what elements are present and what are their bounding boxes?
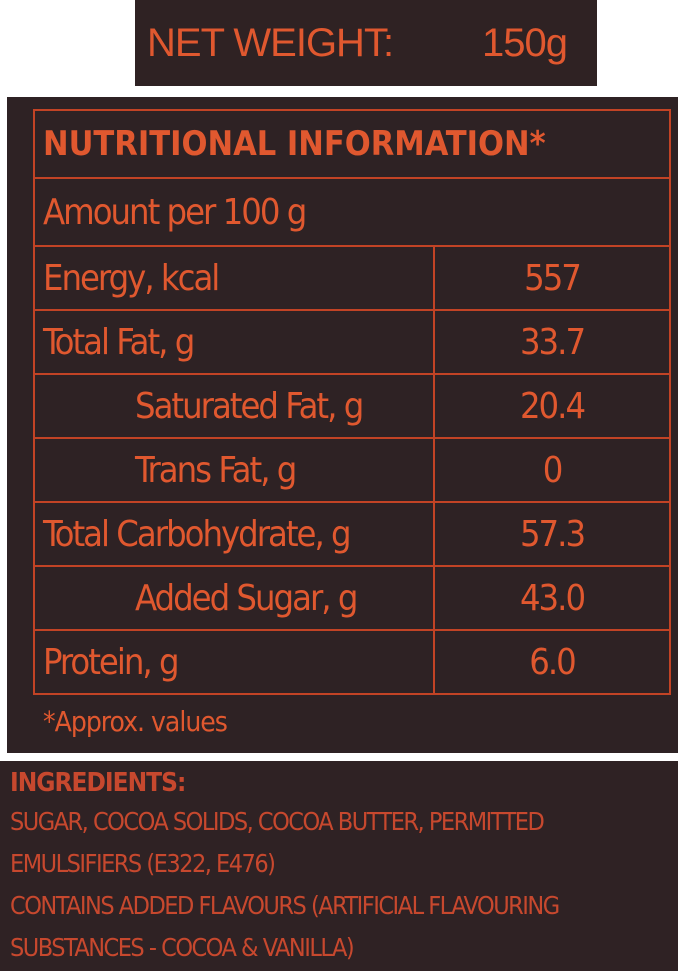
ingredients-line: CONTAINS ADDED FLAVOURS (ARTIFICIAL FLAV…	[10, 891, 560, 920]
ingredients-line: SUGAR, COCOA SOLIDS, COCOA BUTTER, PERMI…	[10, 807, 545, 836]
nutrition-title: NUTRITIONAL INFORMATION*	[33, 109, 671, 179]
table-row: Total Carbohydrate, g 57.3	[33, 501, 671, 567]
nutrient-value-energy: 557	[433, 245, 671, 311]
table-row: Total Fat, g 33.7	[33, 309, 671, 375]
net-weight-banner: NET WEIGHT: 150g	[135, 0, 597, 86]
amount-per-label: Amount per 100 g	[33, 177, 671, 247]
nutrient-value-total-carbohydrate: 57.3	[433, 501, 671, 567]
section-divider	[7, 753, 678, 761]
nutrient-label-total-carbohydrate: Total Carbohydrate, g	[33, 501, 435, 567]
table-row: Protein, g 6.0	[33, 629, 671, 695]
nutrient-label-trans-fat: Trans Fat, g	[33, 437, 435, 503]
nutrient-label-protein: Protein, g	[33, 629, 435, 695]
table-row: Trans Fat, g 0	[33, 437, 671, 503]
nutrient-value-total-fat: 33.7	[433, 309, 671, 375]
table-row: Added Sugar, g 43.0	[33, 565, 671, 631]
nutrition-table: NUTRITIONAL INFORMATION* Amount per 100 …	[33, 109, 671, 695]
nutrient-value-protein: 6.0	[433, 629, 671, 695]
nutrient-value-saturated-fat: 20.4	[433, 373, 671, 439]
table-row: Saturated Fat, g 20.4	[33, 373, 671, 439]
net-weight-value: 150g	[482, 21, 568, 65]
ingredients-section: INGREDIENTS: SUGAR, COCOA SOLIDS, COCOA …	[0, 761, 678, 971]
nutrient-label-saturated-fat: Saturated Fat, g	[33, 373, 435, 439]
approx-values-footnote: *Approx. values	[43, 705, 228, 738]
nutrient-label-energy: Energy, kcal	[33, 245, 435, 311]
net-weight-label: NET WEIGHT:	[147, 21, 394, 65]
nutrient-value-added-sugar: 43.0	[433, 565, 671, 631]
nutrient-label-added-sugar: Added Sugar, g	[33, 565, 435, 631]
ingredients-line: SUBSTANCES - COCOA & VANILLA)	[10, 933, 355, 962]
nutrient-value-trans-fat: 0	[433, 437, 671, 503]
nutrient-label-total-fat: Total Fat, g	[33, 309, 435, 375]
nutrition-panel: NUTRITIONAL INFORMATION* Amount per 100 …	[7, 97, 678, 753]
ingredients-line: EMULSIFIERS (E322, E476)	[10, 849, 276, 878]
table-row: Energy, kcal 557	[33, 245, 671, 311]
ingredients-heading: INGREDIENTS:	[10, 768, 186, 798]
